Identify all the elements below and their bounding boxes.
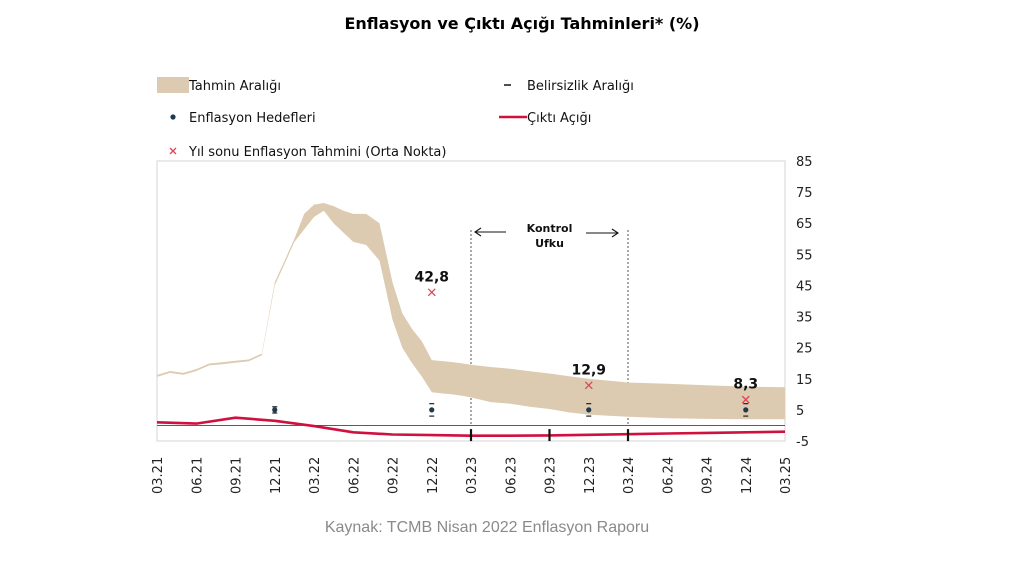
inflation-forecast-band (157, 203, 785, 420)
x-tick-label: 12.21 (269, 457, 284, 494)
x-tick-label: 12.22 (426, 457, 441, 494)
legend-gap-label: Çıktı Açığı (527, 111, 591, 126)
inflation-target-dot (743, 407, 749, 413)
x-tick-label: 09.21 (230, 457, 245, 494)
x-tick-label: 03.25 (779, 457, 794, 494)
control-horizon-label: Ufku (535, 237, 564, 250)
y-tick-label: 85 (796, 155, 813, 170)
x-tick-label: 06.24 (661, 457, 676, 494)
legend: Tahmin Aralığı Belirsizlik Aralığı Enfla… (157, 77, 634, 160)
midpoint-marker (741, 395, 750, 404)
legend-uncertainty-label: Belirsizlik Aralığı (527, 79, 634, 94)
chart-title: Enflasyon ve Çıktı Açığı Tahminleri* (%) (344, 14, 699, 33)
legend-band-swatch (157, 77, 189, 93)
inflation-target-dot (272, 407, 278, 413)
midpoint-marker (584, 381, 593, 390)
legend-midpoint-swatch (169, 147, 177, 155)
y-tick-label: 55 (796, 248, 813, 263)
y-tick-label: -5 (796, 435, 809, 450)
x-tick-label: 06.23 (504, 457, 519, 494)
y-tick-label: 5 (796, 404, 804, 419)
legend-target-swatch (170, 114, 176, 120)
source-note: Kaynak: TCMB Nisan 2022 Enflasyon Raporu (324, 519, 650, 536)
plot-area: 85 75 65 55 45 35 25 15 5 -5 03.21 06.21 09.21 12.21 0… (151, 155, 813, 494)
x-tick-label: 12.23 (583, 457, 598, 494)
midpoint-value-label: 8,3 (733, 377, 758, 393)
inflation-target-dot (586, 407, 592, 413)
x-tick-label: 09.23 (544, 457, 559, 494)
legend-targets-label: Enflasyon Hedefleri (189, 111, 316, 126)
control-horizon-label: Kontrol (527, 222, 573, 235)
y-tick-label: 25 (796, 342, 813, 357)
y-tick-label: 15 (796, 373, 813, 388)
x-tick-label: 06.21 (190, 457, 205, 494)
legend-midpoint-label: Yıl sonu Enflasyon Tahmini (Orta Nokta) (188, 145, 446, 160)
control-horizon-arrow-left (474, 227, 506, 237)
midpoint-marker (427, 288, 436, 297)
x-tick-label: 03.24 (622, 457, 637, 494)
x-tick-label: 03.21 (151, 457, 166, 494)
y-tick-label: 45 (796, 279, 813, 294)
x-tick-label: 09.22 (387, 457, 402, 494)
inflation-target-dot (429, 407, 435, 413)
x-tick-label: 06.22 (347, 457, 362, 494)
x-tick-label: 09.24 (701, 457, 716, 494)
y-tick-label: 35 (796, 311, 813, 326)
x-tick-label: 03.22 (308, 457, 323, 494)
x-tick-label: 12.24 (740, 457, 755, 494)
x-tick-label: 03.23 (465, 457, 480, 494)
y-tick-label: 65 (796, 217, 813, 232)
y-tick-label: 75 (796, 186, 813, 201)
midpoint-value-label: 42,8 (414, 269, 449, 285)
control-horizon-arrow-right (586, 228, 619, 238)
midpoint-value-label: 12,9 (571, 362, 606, 378)
legend-band-label: Tahmin Aralığı (188, 79, 281, 94)
